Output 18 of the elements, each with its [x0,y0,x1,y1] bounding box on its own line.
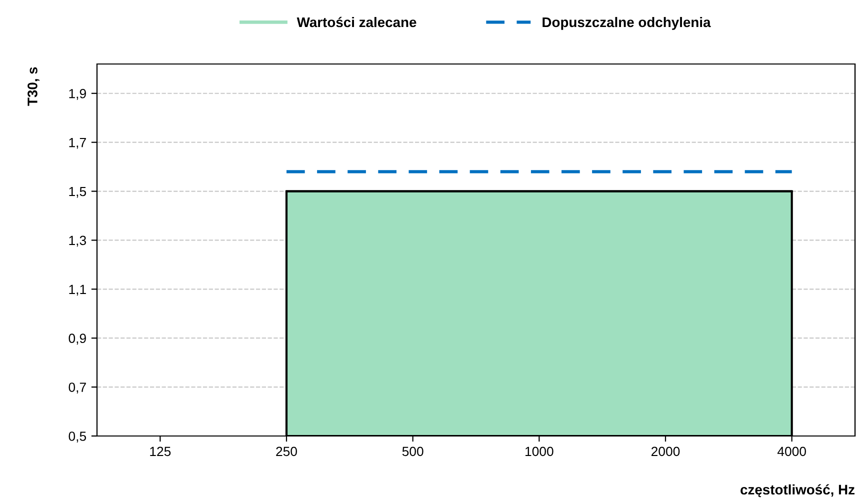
y-tick-label: 0,7 [68,382,86,394]
x-tick-label: 500 [402,446,424,456]
x-tick-label: 4000 [777,446,806,456]
y-tick-label: 0,9 [68,334,86,345]
x-tick-label: 1000 [526,446,554,456]
y-tick-label: 1,1 [69,284,86,296]
x-tick-label: 2000 [651,446,680,456]
legend-label: Dopuszczalne odchylenia [542,16,711,30]
y-tick-label: 0,5 [68,432,86,442]
y-tick-label: 1,9 [69,88,86,100]
y-axis-title: T30, s [28,67,40,106]
x-tick-label: 250 [276,446,297,456]
legend-label: Wartości zalecane [296,16,416,28]
y-tick-label: 1,5 [69,186,86,198]
x-axis-title: częstotliwość, Hz [740,484,855,498]
x-tick-label: 125 [150,446,171,456]
y-tick-label: 1,3 [69,236,86,247]
y-tick-label: 1,7 [69,138,86,149]
